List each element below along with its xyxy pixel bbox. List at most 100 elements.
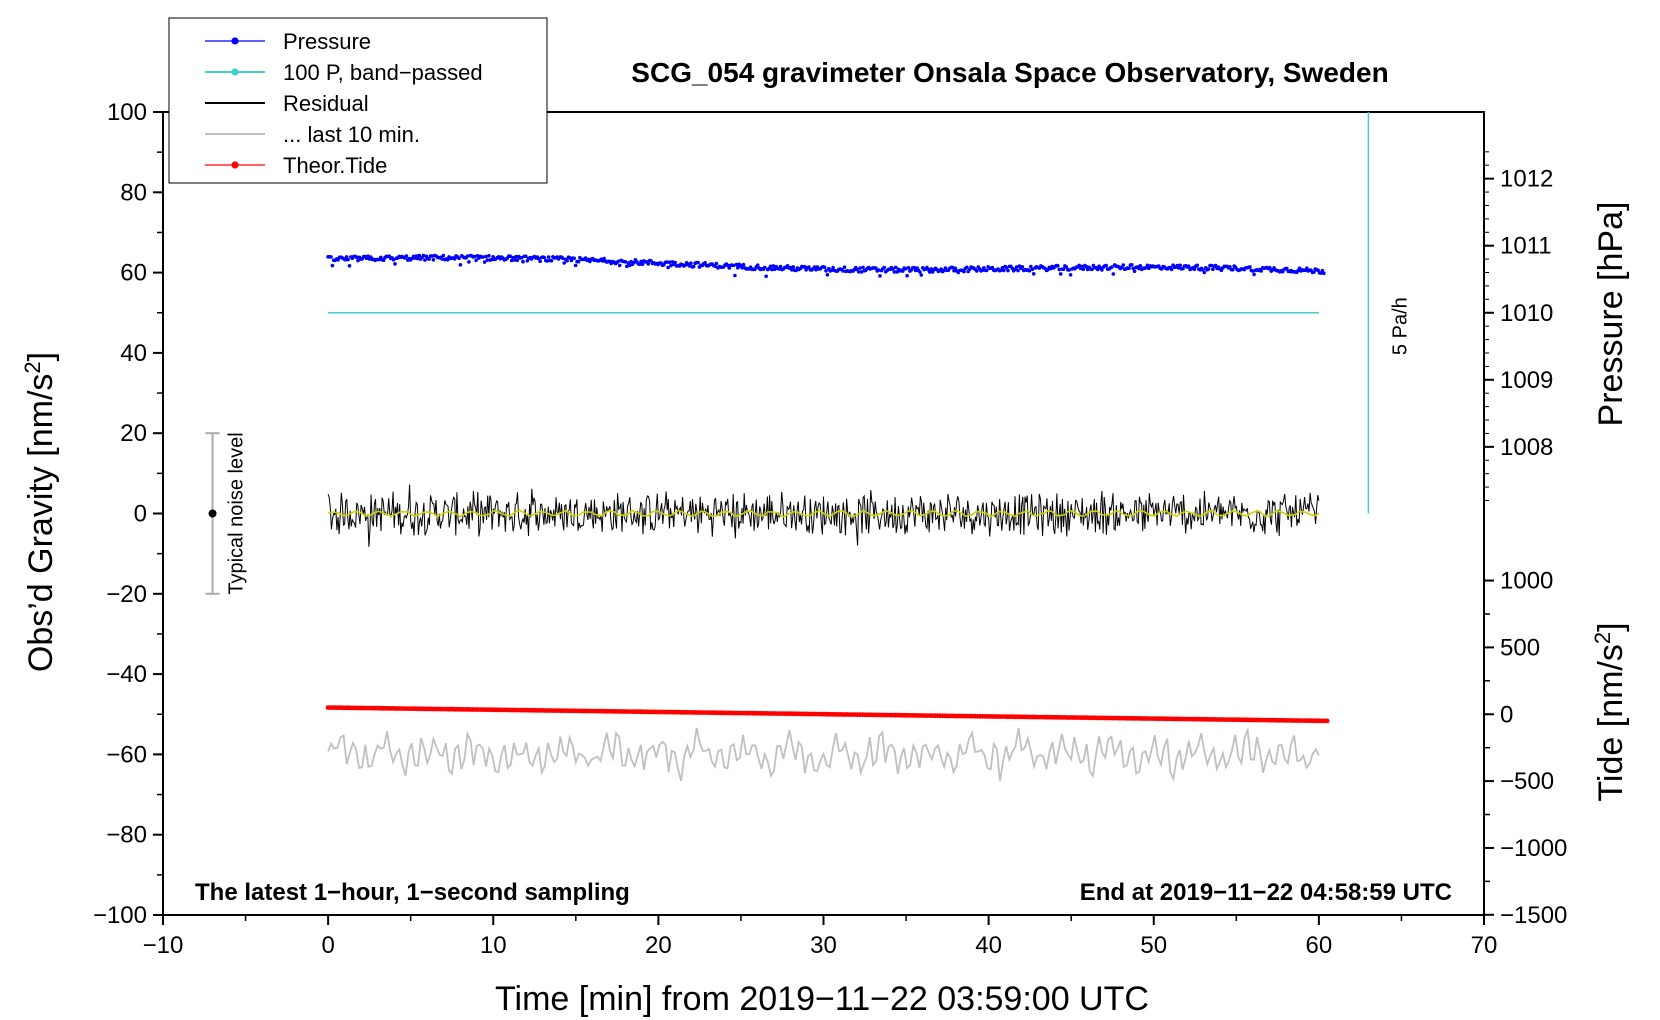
pressure-point	[549, 258, 554, 263]
pressure-point	[484, 254, 488, 259]
pressure-point	[1132, 269, 1137, 274]
legend-label: Residual	[283, 91, 369, 116]
y-axis-label-tide-end: ]	[1592, 622, 1630, 631]
x-tick-label: 0	[321, 932, 334, 959]
pressure-point	[856, 270, 861, 274]
pressure-point	[1138, 264, 1143, 268]
pressure-tick-label: 1012	[1500, 166, 1553, 193]
pressure-point	[703, 261, 707, 265]
pressure-point	[637, 262, 642, 267]
pressure-point	[878, 274, 882, 278]
pressure-point	[391, 257, 396, 262]
legend-label: ... last 10 min.	[283, 122, 420, 147]
pressure-point	[616, 259, 621, 264]
series-last-10-min-line	[327, 726, 1320, 783]
pressure-point	[768, 264, 773, 269]
pressure-point	[515, 258, 520, 263]
y-tick-label: 60	[120, 260, 147, 287]
pressure-point	[472, 254, 477, 259]
pressure-point	[741, 262, 746, 267]
pressure-point	[519, 255, 524, 260]
y-axis-label-pressure: Pressure [hPa]	[1592, 202, 1630, 427]
tide-tick-label: −1000	[1500, 835, 1567, 862]
pressure-point	[1228, 265, 1232, 269]
pressure-point	[440, 257, 444, 261]
pressure-point	[874, 266, 878, 270]
annotation-sampling: The latest 1−hour, 1−second sampling	[195, 879, 630, 906]
x-tick-label: 60	[1306, 932, 1333, 959]
pressure-point	[343, 257, 348, 262]
legend-label: 100 P, band−passed	[283, 60, 483, 85]
pressure-point	[1029, 264, 1033, 269]
pressure-point	[1080, 264, 1084, 269]
pressure-point	[441, 253, 446, 258]
pressure-point	[1305, 266, 1309, 271]
noise-level-label: Typical noise level	[226, 432, 248, 594]
pressure-point	[545, 259, 549, 263]
pressure-tick-label: 1010	[1500, 300, 1553, 327]
tide-tick-label: −1500	[1500, 902, 1567, 929]
pressure-point	[1195, 263, 1199, 268]
y-axis-label-tide-sup: 2	[1590, 632, 1615, 644]
pressure-point	[1250, 269, 1255, 273]
pressure-point	[602, 256, 606, 261]
pressure-point	[1131, 266, 1135, 271]
pressure-point	[561, 256, 565, 261]
pressure-point	[346, 257, 350, 262]
pressure-point	[1111, 272, 1116, 276]
y-tick-label: 40	[120, 340, 147, 367]
legend-marker	[231, 161, 239, 169]
pressure-point	[1004, 266, 1009, 270]
pressure-point	[627, 263, 632, 268]
pressure-point	[666, 265, 670, 270]
pressure-point	[965, 265, 969, 270]
pressure-point	[431, 258, 436, 262]
pressure-point	[452, 257, 457, 261]
pressure-point	[903, 267, 908, 271]
pressure-point	[1127, 266, 1131, 271]
pressure-tick-label: 1009	[1500, 367, 1553, 394]
pressure-tick-label: 1011	[1500, 233, 1552, 260]
pressure-point	[572, 256, 576, 261]
pressure-point	[687, 264, 692, 268]
pressure-point	[482, 260, 487, 264]
pressure-point	[640, 262, 645, 267]
pressure-point	[356, 258, 360, 263]
pressure-point	[573, 263, 578, 268]
pressure-point	[639, 259, 643, 264]
pressure-point	[1178, 263, 1182, 268]
x-axis-label: Time [min] from 2019−11−22 03:59:00 UTC	[495, 980, 1149, 1018]
pressure-point	[755, 263, 760, 268]
pressure-point	[689, 261, 693, 266]
tide-tick-label: 0	[1500, 701, 1513, 728]
pressure-point	[1186, 264, 1191, 269]
pressure-point	[807, 265, 811, 269]
pressure-point	[825, 273, 830, 277]
y-tick-label: 80	[120, 179, 147, 206]
pressure-point	[1312, 270, 1316, 274]
pressure-point	[1090, 267, 1094, 272]
tide-tick-label: 1000	[1500, 568, 1553, 595]
pressure-point	[1077, 263, 1081, 268]
pressure-point	[417, 253, 422, 258]
pressure-point	[975, 269, 979, 273]
pressure-point	[824, 269, 828, 273]
y-axis-label-gravity-text: Obs’d Gravity [nm/s	[22, 374, 60, 673]
pressure-point	[953, 266, 958, 271]
pressure-point	[421, 253, 426, 258]
pressure-point	[950, 265, 955, 270]
tide-tick-label: −500	[1500, 768, 1554, 795]
pressure-point	[1297, 266, 1302, 271]
legend-marker	[231, 37, 239, 45]
pressure-point	[366, 254, 370, 258]
legend-label: Pressure	[283, 29, 371, 54]
legend-marker	[231, 68, 239, 76]
pressure-point	[1206, 267, 1211, 271]
pressure-point	[1006, 268, 1010, 273]
x-tick-label: 30	[810, 932, 837, 959]
x-tick-label: 20	[645, 932, 672, 959]
pressure-point	[1130, 263, 1134, 267]
pressure-point	[467, 260, 471, 264]
pressure-point	[1058, 272, 1063, 276]
